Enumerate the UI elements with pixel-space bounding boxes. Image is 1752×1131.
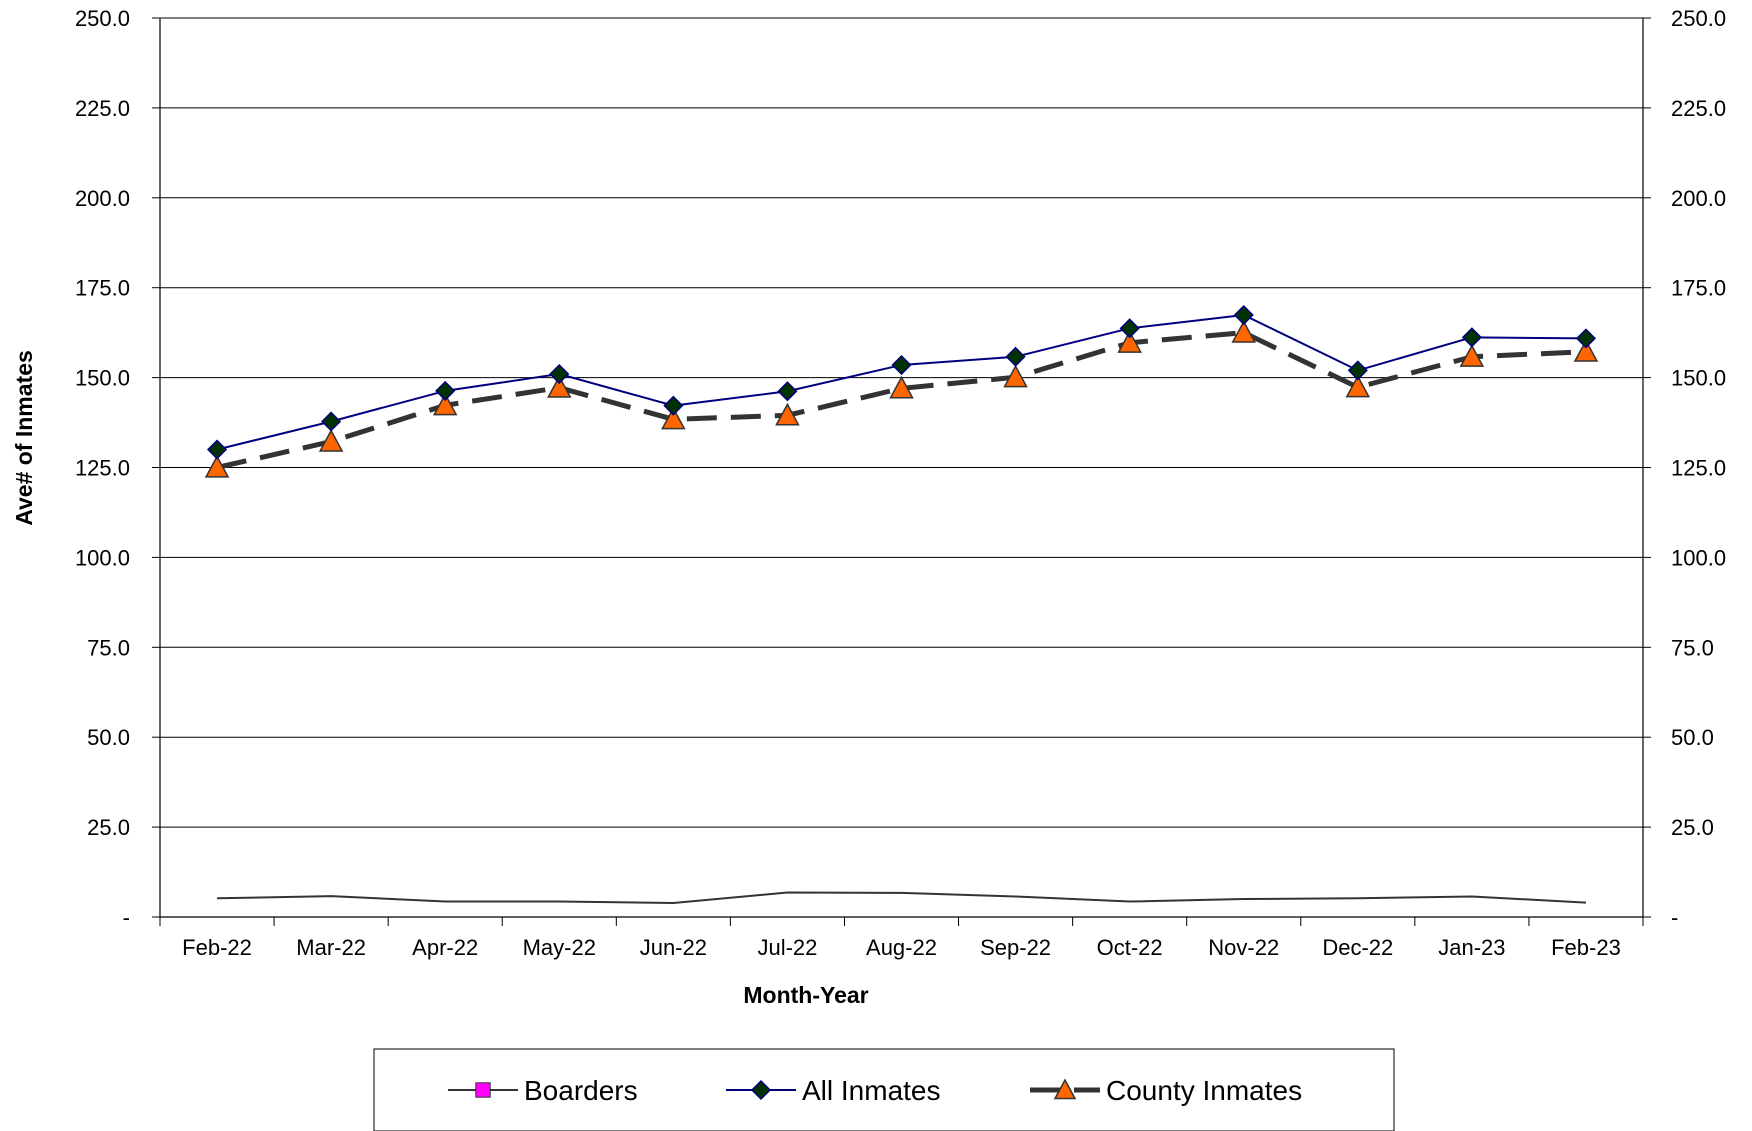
data-point-all-inmates [321, 411, 342, 432]
x-tick-label: Feb-22 [182, 935, 252, 960]
data-point-all-inmates [1347, 360, 1368, 381]
series-line-boarders [217, 891, 1587, 904]
x-axis-title: Month-Year [743, 982, 868, 1008]
legend-marker-all-inmates [750, 1079, 772, 1101]
data-point-all-inmates [1233, 304, 1254, 326]
y-tick-label-right: 100.0 [1671, 545, 1726, 570]
data-point-county-inmates [775, 402, 800, 426]
data-point-county-inmates [661, 406, 686, 430]
legend-item-all-inmates: All Inmates [726, 1075, 941, 1106]
axes [152, 17, 1651, 926]
x-tick-label: Nov-22 [1208, 935, 1279, 960]
y-tick-label-left: 225.0 [75, 96, 130, 121]
y-tick-label-left: 125.0 [75, 456, 130, 481]
data-point-all-inmates [1005, 346, 1026, 367]
y-tick-label-left: 150.0 [75, 366, 130, 391]
x-tick-label: May-22 [523, 935, 596, 960]
data-point-all-inmates [777, 381, 798, 402]
y-tick-label-right: - [1671, 905, 1678, 930]
y-tick-label-right: 25.0 [1671, 815, 1714, 840]
y-tick-label-right: 50.0 [1671, 725, 1714, 750]
x-axis-ticks: Feb-22 Mar-22 Apr-22 May-22 Jun-22 Jul-22 Aug-… [182, 935, 1621, 960]
legend-marker-county-inmates [1053, 1078, 1077, 1100]
y-tick-label-right: 175.0 [1671, 276, 1726, 301]
y-tick-label-left: 50.0 [87, 725, 130, 750]
x-tick-label: Sep-22 [980, 935, 1051, 960]
data-point-county-inmates [432, 392, 458, 416]
y-tick-label-right: 150.0 [1671, 366, 1726, 391]
data-point-all-inmates [435, 380, 456, 401]
y-tick-label-right: 250.0 [1671, 6, 1726, 31]
data-point-all-inmates [1119, 318, 1140, 339]
data-point-all-inmates [663, 395, 684, 416]
data-point-county-inmates [1231, 320, 1256, 343]
data-point-all-inmates [206, 439, 228, 460]
data-point-county-inmates [1117, 330, 1142, 353]
data-point-county-inmates [1003, 364, 1028, 388]
y-tick-label-left: 75.0 [87, 635, 130, 660]
y-tick-label-right: 75.0 [1671, 635, 1714, 660]
y-axis-title: Ave# of Inmates [11, 350, 37, 526]
y-tick-label-left: 250.0 [75, 6, 130, 31]
legend-item-county-inmates: County Inmates [1030, 1075, 1302, 1106]
x-tick-label: Jul-22 [757, 935, 817, 960]
x-tick-label: Jun-22 [640, 935, 707, 960]
legend-label-all-inmates: All Inmates [802, 1075, 941, 1106]
x-tick-label: Mar-22 [296, 935, 366, 960]
series-line-county-inmates [216, 330, 1587, 470]
x-tick-label: Dec-22 [1322, 935, 1393, 960]
y-tick-label-right: 200.0 [1671, 186, 1726, 211]
data-point-county-inmates [204, 454, 230, 478]
data-point-county-inmates [547, 375, 572, 398]
data-point-all-inmates [1575, 328, 1597, 349]
x-tick-label: Jan-23 [1438, 935, 1505, 960]
data-point-county-inmates [1459, 344, 1485, 367]
data-point-county-inmates [1573, 339, 1599, 362]
y-tick-label-left: 100.0 [75, 545, 130, 570]
y-axis-left-ticks: - 25.0 50.0 75.0 100.0 125.0 150.0 175.0 200.0 22… [75, 6, 130, 930]
data-point-county-inmates [889, 375, 914, 399]
data-point-all-inmates [549, 363, 570, 385]
x-tick-label: Oct-22 [1097, 935, 1163, 960]
legend-label-boarders: Boarders [524, 1075, 638, 1106]
legend: Boarders All Inmates County Inmates [373, 1048, 1395, 1131]
series-boarders [217, 891, 1587, 904]
y-tick-label-left: 175.0 [75, 276, 130, 301]
y-tick-label-left: 25.0 [87, 815, 130, 840]
y-tick-label-right: 125.0 [1671, 456, 1726, 481]
legend-marker-boarders [475, 1082, 491, 1098]
y-tick-label-left: 200.0 [75, 186, 130, 211]
legend-label-county-inmates: County Inmates [1106, 1075, 1302, 1106]
data-point-county-inmates [318, 429, 344, 452]
series-all-inmates [206, 304, 1597, 460]
legend-box [373, 1048, 1395, 1131]
y-axis-right-ticks: - 25.0 50.0 75.0 100.0 125.0 150.0 175.0 200.0 22… [1671, 6, 1726, 930]
x-tick-label: Apr-22 [412, 935, 478, 960]
data-point-all-inmates [891, 354, 912, 376]
x-tick-label: Aug-22 [866, 935, 937, 960]
y-tick-label-right: 225.0 [1671, 96, 1726, 121]
x-tick-label: Feb-23 [1551, 935, 1621, 960]
legend-item-boarders: Boarders [448, 1075, 638, 1106]
series-county-inmates [204, 320, 1599, 478]
data-point-all-inmates [1461, 327, 1482, 348]
y-tick-label-left: - [123, 905, 130, 930]
data-point-county-inmates [1345, 374, 1371, 398]
gridlines [160, 17, 1643, 828]
series-layer [204, 304, 1599, 904]
